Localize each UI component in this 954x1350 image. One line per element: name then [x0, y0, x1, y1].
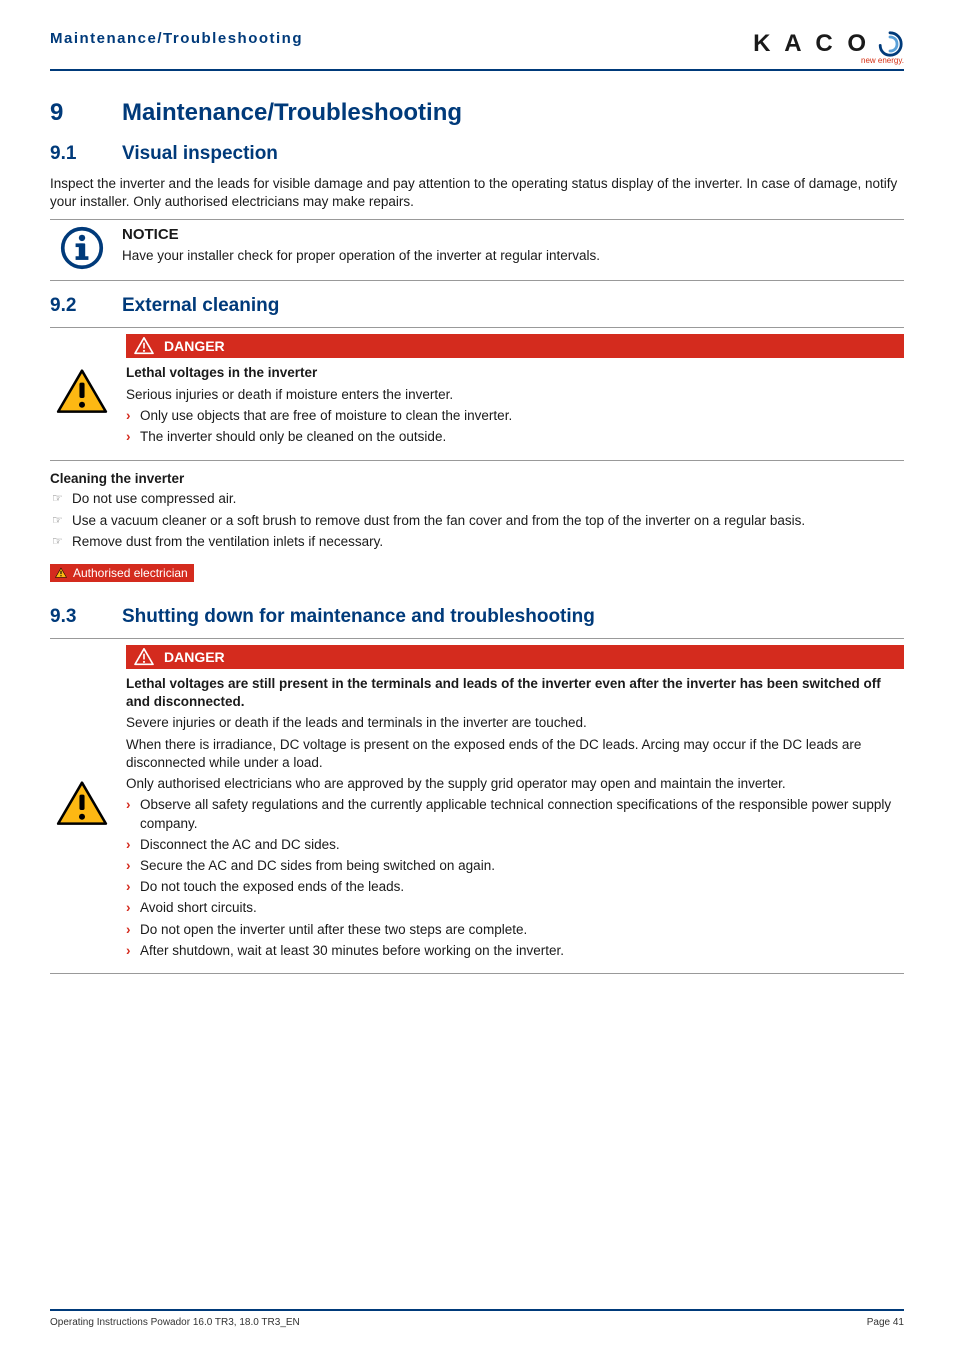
danger-bullet: Only use objects that are free of moistu… [126, 407, 904, 425]
running-title: Maintenance/Troubleshooting [50, 30, 303, 47]
danger-label: DANGER [164, 338, 225, 354]
task-heading: Cleaning the inverter [50, 471, 904, 486]
section-heading-9-2: 9.2 External cleaning [50, 295, 904, 317]
warning-triangle-icon [56, 369, 108, 415]
notice-heading: NOTICE [122, 226, 600, 243]
danger-subheading: Lethal voltages in the inverter [126, 364, 904, 382]
banner-warning-icon [134, 648, 154, 666]
danger-bullet: Do not open the inverter until after the… [126, 921, 904, 939]
swirl-icon [876, 30, 904, 58]
badge-warning-icon [54, 567, 68, 579]
footer-right: Page 41 [867, 1317, 904, 1328]
danger-block-9-3: DANGER Lethal voltages are still present… [50, 638, 904, 974]
running-header: Maintenance/Troubleshooting K A C O new … [50, 30, 904, 71]
banner-warning-icon [134, 337, 154, 355]
section-heading-9-3: 9.3 Shutting down for maintenance and tr… [50, 606, 904, 628]
badge-label: Authorised electrician [73, 566, 188, 580]
brand-logo: K A C O new energy. [753, 30, 904, 65]
section-title: Visual inspection [122, 143, 278, 165]
task-step: Use a vacuum cleaner or a soft brush to … [50, 512, 904, 531]
danger-bullet: Avoid short circuits. [126, 899, 904, 917]
danger-banner: DANGER [126, 334, 904, 358]
warning-triangle-icon [56, 781, 108, 827]
section-heading-9-1: 9.1 Visual inspection [50, 143, 904, 165]
danger-paragraph: When there is irradiance, DC voltage is … [126, 736, 904, 772]
danger-label: DANGER [164, 649, 225, 665]
page-footer: Operating Instructions Powador 16.0 TR3,… [50, 1309, 904, 1328]
logo-text: K A C O [753, 30, 870, 58]
danger-subheading: Lethal voltages are still present in the… [126, 675, 904, 710]
footer-left: Operating Instructions Powador 16.0 TR3,… [50, 1317, 300, 1328]
section-number: 9.2 [50, 295, 122, 317]
info-icon [60, 226, 104, 270]
danger-bullet: Disconnect the AC and DC sides. [126, 836, 904, 854]
section-9-1-intro: Inspect the inverter and the leads for v… [50, 175, 904, 211]
section-number: 9.1 [50, 143, 122, 165]
danger-bullet: Do not touch the exposed ends of the lea… [126, 878, 904, 896]
chapter-heading: 9 Maintenance/Troubleshooting [50, 99, 904, 127]
danger-bullet-list: Observe all safety regulations and the c… [126, 796, 904, 960]
danger-bullet: Observe all safety regulations and the c… [126, 796, 904, 832]
task-step-list: Do not use compressed air. Use a vacuum … [50, 490, 904, 553]
notice-block: NOTICE Have your installer check for pro… [50, 219, 904, 281]
danger-bullet-list: Only use objects that are free of moistu… [126, 407, 904, 446]
task-step: Remove dust from the ventilation inlets … [50, 533, 904, 552]
danger-bullet: Secure the AC and DC sides from being sw… [126, 857, 904, 875]
danger-block-9-2: DANGER Lethal voltages in the inverter S… [50, 327, 904, 460]
danger-bullet: The inverter should only be cleaned on t… [126, 428, 904, 446]
task-step: Do not use compressed air. [50, 490, 904, 509]
section-title: Shutting down for maintenance and troubl… [122, 606, 595, 628]
authorised-electrician-badge: Authorised electrician [50, 564, 194, 582]
chapter-number: 9 [50, 99, 122, 127]
section-title: External cleaning [122, 295, 279, 317]
notice-body: Have your installer check for proper ope… [122, 247, 600, 265]
chapter-title: Maintenance/Troubleshooting [122, 99, 462, 127]
danger-banner: DANGER [126, 645, 904, 669]
danger-paragraph: Severe injuries or death if the leads an… [126, 714, 904, 732]
danger-paragraph: Only authorised electricians who are app… [126, 775, 904, 793]
danger-paragraph: Serious injuries or death if moisture en… [126, 386, 904, 404]
section-number: 9.3 [50, 606, 122, 628]
danger-bullet: After shutdown, wait at least 30 minutes… [126, 942, 904, 960]
